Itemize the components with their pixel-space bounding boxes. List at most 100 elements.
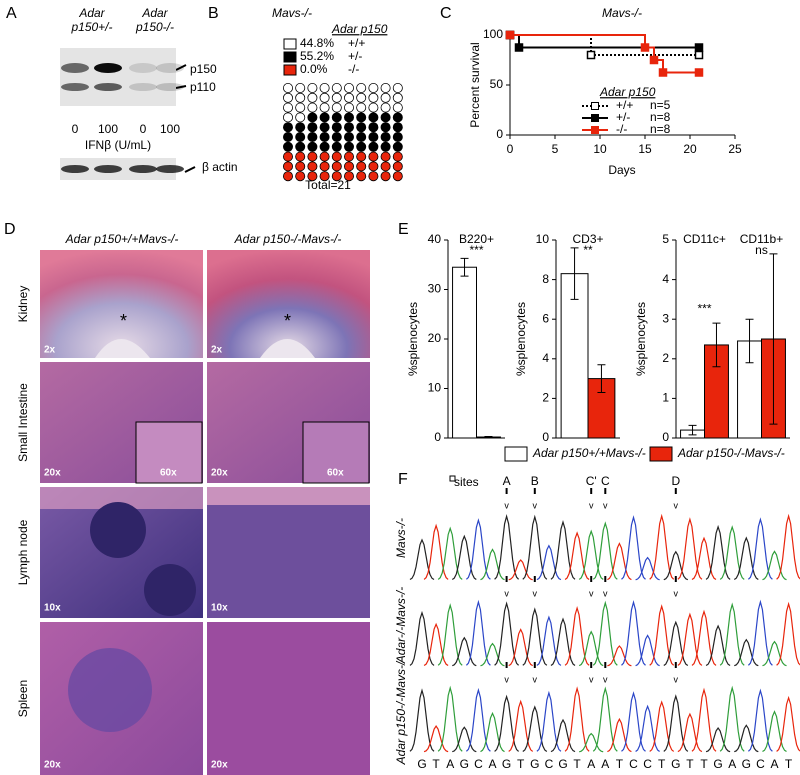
genotype-dot <box>356 171 367 182</box>
y-tick-label: 2 <box>542 391 549 405</box>
site-arrow: v <box>589 588 594 598</box>
band-p150 <box>94 63 122 73</box>
chromatogram-peak <box>536 544 562 581</box>
chromatogram-peak <box>762 550 787 581</box>
inset <box>302 421 370 484</box>
inset <box>135 421 203 484</box>
blot <box>60 48 176 106</box>
chromatogram-peak <box>494 601 520 666</box>
row-label: Spleen <box>16 680 30 717</box>
spleen-image <box>207 622 370 775</box>
genotype-dot <box>331 83 342 94</box>
error-bar <box>712 322 721 368</box>
chromatogram-peak <box>747 688 773 752</box>
genotype-dot <box>380 83 391 94</box>
chromatogram-peak <box>649 604 675 666</box>
base-call: G <box>558 757 567 771</box>
genotype-dot <box>392 131 403 142</box>
genotype-gene: Adar <box>78 6 105 20</box>
site-arrow: v <box>674 588 679 598</box>
y-tick-label: 1 <box>662 391 669 405</box>
band-p110 <box>156 83 184 91</box>
genotype-dot <box>295 161 306 172</box>
error-bar <box>484 436 493 439</box>
panel-label: C <box>440 5 452 22</box>
legend-swatch <box>283 38 297 50</box>
base-call: T <box>573 757 581 771</box>
bar <box>452 266 477 439</box>
significance: *** <box>697 301 711 315</box>
survival-step <box>510 34 699 74</box>
column-header: Adar p150+/+Mavs-/- <box>65 232 179 246</box>
genotype-dot <box>307 161 318 172</box>
genotype-dot <box>368 151 379 162</box>
genotype-dot <box>392 102 403 113</box>
chromatogram-peak <box>437 526 463 580</box>
y-tick-label: 0 <box>542 430 549 444</box>
base-call: A <box>488 757 496 771</box>
significance: ns <box>755 243 768 257</box>
dose-label: 100 <box>98 122 118 136</box>
y-tick-label: 20 <box>428 331 442 345</box>
base-call: G <box>671 757 680 771</box>
base-call: C <box>643 757 652 771</box>
asterisk: * <box>284 311 291 331</box>
genotype-dot <box>343 171 354 182</box>
error-bar <box>745 318 754 364</box>
chromatogram-peak <box>734 638 759 667</box>
row-label: Small Intestine <box>16 383 30 462</box>
band-label: p110 <box>190 80 216 94</box>
chromatogram-peak <box>607 542 632 581</box>
pelvis <box>95 339 315 358</box>
genotype-dot <box>368 171 379 182</box>
genotype-dot <box>295 112 306 123</box>
chromatogram-peak <box>522 607 548 666</box>
base-call: A <box>446 757 454 771</box>
genotype-dot <box>343 141 354 152</box>
legend-percent: 55.2% <box>300 49 334 63</box>
band-actin <box>94 165 122 173</box>
y-axis-label: %splenocytes <box>514 302 528 376</box>
genotype-dot <box>392 171 403 182</box>
base-call: G <box>502 757 511 771</box>
site-arrow: v <box>603 588 608 598</box>
chromatogram-peak <box>536 690 562 752</box>
chromatogram-peak <box>508 559 533 581</box>
magnification: 20x <box>211 468 228 479</box>
genotype-dot <box>380 151 391 162</box>
genotype-dot <box>380 122 391 133</box>
error-bar <box>688 424 697 436</box>
y-tick-label: 8 <box>542 272 549 286</box>
chromatogram-peak <box>522 705 548 752</box>
site-arrow: v <box>674 500 679 510</box>
genotype-dot <box>307 102 318 113</box>
genotype-dot <box>331 171 342 182</box>
chromatogram-peak <box>691 536 717 581</box>
total-label: Total=21 <box>305 178 351 192</box>
base-call: T <box>517 757 525 771</box>
base-call: C <box>756 757 765 771</box>
x-tick-label: 10 <box>593 142 607 156</box>
category-label: CD11b+ <box>740 232 783 246</box>
band-p110 <box>94 83 122 91</box>
genotype-dot <box>319 102 330 113</box>
genotype-gene: Adar <box>141 6 168 20</box>
genotype-dot <box>356 112 367 123</box>
legend-swatch <box>283 64 297 76</box>
chromatogram-peak <box>691 609 717 666</box>
chromatogram-peak <box>550 718 576 753</box>
genotype-dot <box>380 92 391 103</box>
base-call: A <box>728 757 736 771</box>
genotype-dot <box>331 131 342 142</box>
chromatogram-peak <box>762 710 787 753</box>
magnification: 60x <box>327 468 344 479</box>
survival-marker <box>586 50 596 60</box>
base-call: G <box>460 757 469 771</box>
chromatogram-peak <box>635 704 660 752</box>
y-tick-label: 30 <box>428 282 442 296</box>
site-label: C <box>601 474 610 488</box>
chromatogram-peak <box>635 556 660 581</box>
site-arrow: v <box>504 588 509 598</box>
genotype-dot <box>380 141 391 152</box>
band-p150 <box>129 63 157 73</box>
